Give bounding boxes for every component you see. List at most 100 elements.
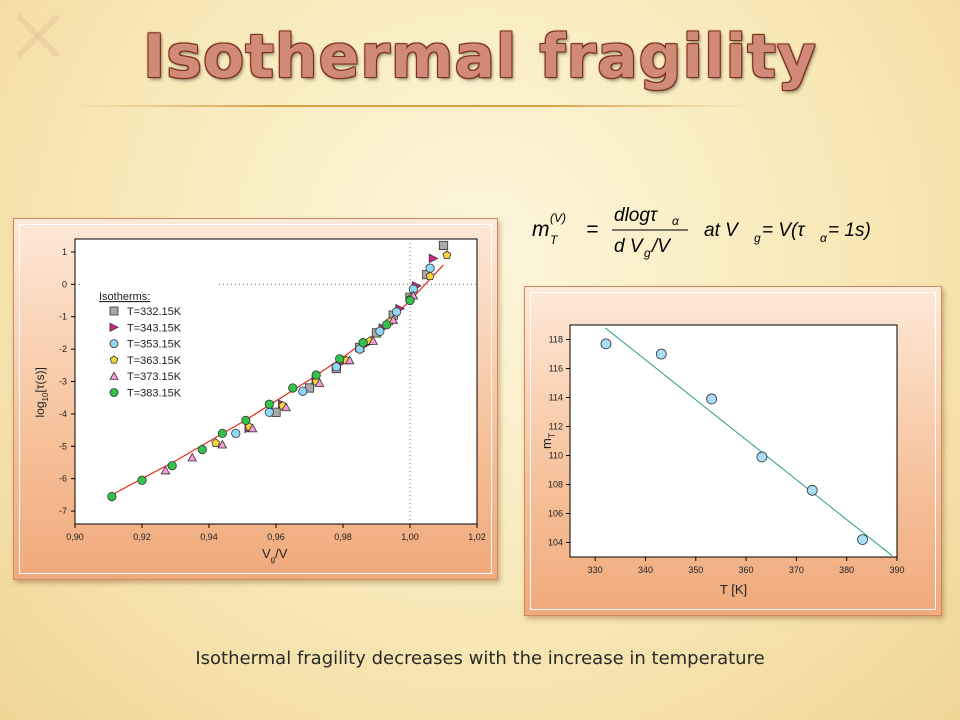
chart2-plot-area: [569, 324, 898, 558]
chart1-point: [217, 428, 227, 438]
chart1-legend-marker: [109, 306, 119, 316]
chart1-legend-marker: [109, 371, 119, 380]
chart1-point: [247, 423, 258, 433]
chart1-point: [425, 271, 435, 281]
chart1-series-5: [107, 295, 415, 502]
chart1-point: [197, 444, 207, 455]
chart1-ytick-label: -3: [59, 377, 67, 387]
chart1-point: [375, 326, 385, 336]
chart1-legend-label: T=343.15K: [127, 322, 182, 334]
chart1-point: [388, 314, 399, 324]
chart2-xtick-label: 330: [588, 565, 603, 575]
chart1-point: [442, 250, 452, 259]
chart1-legend-marker: [109, 339, 119, 348]
chart2-xtick-label: 370: [789, 565, 804, 575]
formula-sub: T: [550, 233, 559, 247]
chart1-ytick-label: -5: [59, 441, 67, 451]
chart2-point: [706, 393, 718, 405]
chart1-legend-label: T=353.15K: [127, 339, 182, 351]
chart1-point: [438, 240, 449, 251]
chart2-xtick-label: 360: [739, 565, 754, 575]
chart1-point: [107, 491, 117, 502]
chart1-point: [368, 335, 379, 345]
chart1-legend-label: T=383.15K: [127, 388, 182, 400]
chart1-point: [264, 399, 274, 409]
chart1-ylabel: log10[τ(s)]: [33, 367, 50, 417]
formula-condition-sub2: α: [820, 231, 828, 245]
formula-equals: =: [586, 218, 598, 241]
chart2-ytick-label: 114: [549, 393, 563, 403]
chart1-series-2: [231, 263, 435, 438]
chart1-point: [137, 475, 147, 485]
chart2-xtick-label: 350: [688, 565, 703, 575]
chart1-point: [288, 383, 298, 393]
chart1-xtick-label: 1,02: [468, 532, 486, 542]
formula-numerator: dlogτ: [614, 205, 659, 226]
chart2-ytick-label: 112: [549, 422, 563, 432]
formula-condition-prefix: at V: [704, 220, 740, 241]
chart2-series-0: [600, 338, 868, 546]
formula-sup: (V): [550, 211, 566, 225]
chart1-xtick-label: 0,96: [267, 532, 285, 542]
right-chart-frame: 330 340 350 360 370 380 390 104 106 108 110 112 114 1…: [524, 286, 942, 616]
chart2-xlabel: T [K]: [720, 582, 747, 597]
chart1-point: [160, 465, 171, 475]
formula-numerator-sub: α: [672, 214, 680, 228]
formula-condition-sub: g: [754, 231, 761, 245]
chart1-point: [217, 439, 228, 449]
chart1-xtick-label: 1,00: [401, 532, 419, 542]
chart1-legend-label: T=363.15K: [127, 355, 182, 367]
chart1-point: [211, 438, 221, 447]
chart1-point: [381, 320, 392, 330]
chart2-ylabel: mT: [539, 432, 557, 449]
chart1-point: [314, 378, 325, 387]
chart1-point: [167, 461, 177, 471]
chart2-fit-line: [604, 327, 893, 556]
formula-denominator: d V: [614, 236, 645, 257]
corner-x-icon: [15, 13, 61, 59]
chart2-ytick-label: 118: [549, 335, 563, 345]
formula-denominator-sub: g: [644, 246, 651, 260]
chart1-xlabel: Vg/V: [262, 546, 288, 564]
chart1-point: [231, 428, 241, 438]
chart2-point: [655, 348, 667, 360]
chart1-legend-box: [81, 261, 216, 428]
chart1-point: [405, 295, 415, 306]
chart2-ytick-label: 110: [549, 451, 563, 461]
formula-m: m: [532, 218, 550, 241]
fragility-formula: m (V) T = dlogτ α d V g /V at V g = V(τ …: [532, 205, 871, 260]
chart1-legend-label: T=332.15K: [127, 306, 182, 318]
chart1-ytick-label: -2: [59, 344, 67, 354]
chart1-point: [311, 370, 321, 380]
chart1-xtick-label: 0,92: [133, 532, 151, 542]
left-chart-frame: 0,90 0,92 0,94 0,96 0,98 1,00 1,02 1 0 -1 -2 -3 -4 -5…: [13, 218, 498, 580]
formula-condition-mid: = V(τ: [762, 220, 806, 241]
chart2-ytick-label: 106: [548, 509, 563, 519]
chart1-ytick-label: -7: [59, 506, 67, 516]
chart1-ytick-label: 0: [62, 279, 67, 289]
chart1-series-4: [160, 290, 419, 475]
chart2-point: [756, 451, 768, 463]
chart1-legend-title: Isotherms:: [99, 291, 150, 303]
chart1-legend-marker: [109, 388, 119, 397]
chart2-point: [600, 338, 612, 350]
chart1-ytick-label: -6: [59, 474, 67, 484]
slide-title: Isothermal fragility: [142, 22, 818, 92]
chart1-legend-label: T=373.15K: [127, 371, 182, 383]
chart1-legend-marker: [109, 355, 119, 364]
chart1-point: [335, 354, 345, 364]
chart1-point: [187, 452, 198, 462]
chart2-ytick-label: 104: [548, 538, 563, 548]
chart1-point: [281, 402, 291, 412]
chart2-xtick-label: 390: [889, 565, 904, 575]
chart1-point: [344, 355, 355, 365]
chart1-legend: Isotherms: T=332.15K T=343.15K T=353.15K T=3…: [81, 261, 216, 428]
chart1-ytick-label: 1: [62, 247, 67, 257]
chart1-legend-marker: [109, 322, 119, 332]
chart2-xtick-label: 340: [638, 565, 653, 575]
chart2-point: [806, 484, 818, 496]
formula-denominator-tail: /V: [650, 236, 672, 257]
chart2-ytick-label: 116: [549, 364, 563, 374]
chart1-xtick-label: 0,94: [200, 532, 218, 542]
chart1-point: [298, 386, 308, 396]
